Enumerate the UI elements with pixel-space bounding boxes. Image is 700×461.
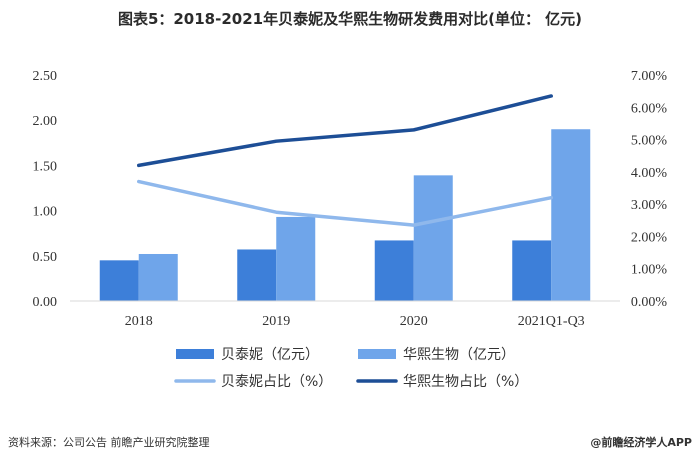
bar-series-1-2019	[276, 216, 316, 301]
footer-source: 资料来源：公司公告 前瞻产业研究院整理	[8, 435, 210, 449]
left-axis-tick-3: 1.50	[33, 159, 58, 174]
legend-swatch-0	[176, 349, 214, 359]
right-axis-tick-7: 7.00%	[631, 69, 668, 84]
x-axis-ticks: 2018 2019 2020 2021Q1-Q3	[125, 314, 585, 329]
left-axis: 0.00 0.50 1.00 1.50 2.00 2.50	[33, 69, 58, 310]
chart-title: 图表5：2018-2021年贝泰妮及华熙生物研发费用对比(单位： 亿元)	[118, 10, 582, 28]
line-series-1	[137, 94, 553, 168]
bar-series-0-2021q1-q3	[512, 240, 552, 301]
right-axis-tick-2: 2.00%	[631, 230, 668, 245]
right-axis-tick-6: 6.00%	[631, 101, 668, 116]
legend-label-0: 贝泰妮（亿元）	[221, 347, 319, 363]
legend-label-1: 华熙生物（亿元）	[403, 347, 515, 363]
right-axis-tick-5: 5.00%	[631, 134, 668, 149]
legend: 贝泰妮（亿元） 华熙生物（亿元） 贝泰妮占比（%） 华熙生物占比（%）	[174, 347, 528, 390]
left-axis-tick-5: 2.50	[33, 69, 58, 84]
bar-series-0-2018	[99, 260, 139, 301]
footer-brand: @前瞻经济学人APP	[590, 435, 692, 449]
x-axis-tick-2019: 2019	[262, 314, 290, 329]
lines	[137, 94, 553, 227]
x-axis-tick-2020: 2020	[400, 314, 428, 329]
left-axis-tick-1: 0.50	[33, 250, 58, 265]
bar-series-1-2020	[413, 175, 453, 301]
bar-series-0-2020	[374, 240, 414, 301]
left-axis-tick-4: 2.00	[33, 114, 58, 129]
left-axis-tick-2: 1.00	[33, 205, 58, 220]
legend-label-2: 贝泰妮占比（%）	[221, 374, 332, 390]
bars	[99, 129, 591, 301]
x-axis-tick-2018: 2018	[125, 314, 153, 329]
bar-series-1-2018	[138, 253, 178, 301]
right-axis: 0.00% 1.00% 2.00% 3.00% 4.00% 5.00% 6.00% 7.00%	[631, 69, 668, 310]
line-series-0	[137, 179, 553, 227]
right-axis-tick-1: 1.00%	[631, 263, 668, 278]
bar-series-0-2019	[237, 249, 277, 301]
right-axis-tick-3: 3.00%	[631, 198, 668, 213]
x-axis-tick-2021q1-q3: 2021Q1-Q3	[518, 314, 585, 329]
right-axis-tick-4: 4.00%	[631, 166, 668, 181]
legend-swatch-1	[358, 349, 396, 359]
right-axis-tick-0: 0.00%	[631, 295, 668, 310]
left-axis-tick-0: 0.00	[33, 295, 58, 310]
legend-label-3: 华熙生物占比（%）	[403, 374, 528, 390]
bar-series-1-2021q1-q3	[551, 129, 591, 301]
